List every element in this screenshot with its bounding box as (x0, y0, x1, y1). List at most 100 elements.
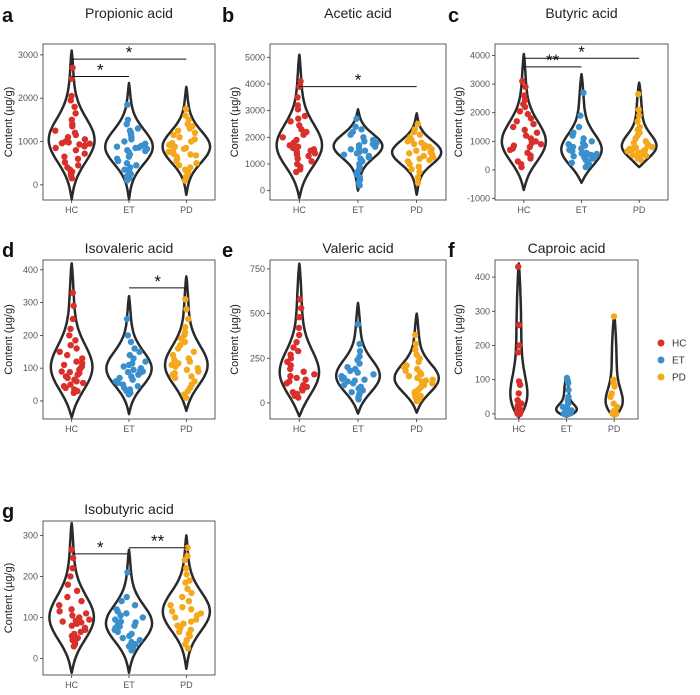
panel-title-b: Acetic acid (324, 5, 392, 21)
data-point-ET (133, 162, 140, 169)
data-point-ET (372, 143, 379, 150)
data-point-ET (575, 123, 583, 131)
data-point-ET (577, 112, 584, 119)
data-point-PD (181, 556, 188, 564)
data-point-HC (64, 374, 71, 382)
y-tick-label: 300 (23, 298, 38, 308)
data-point-ET (142, 147, 149, 155)
significance-label: * (154, 272, 161, 291)
data-point-HC (295, 394, 302, 401)
x-tick-label: PD (633, 205, 646, 215)
violin-HC (47, 49, 96, 201)
data-point-HC (279, 134, 286, 141)
data-point-HC (58, 368, 65, 375)
data-point-PD (412, 340, 419, 348)
data-point-HC (59, 618, 66, 625)
violin-ET (334, 301, 382, 415)
data-point-HC (522, 83, 529, 91)
data-point-HC (297, 78, 304, 85)
data-point-HC (516, 381, 524, 388)
x-tick-label: ET (352, 205, 364, 215)
y-axis-label-g: Content (µg/g) (3, 563, 15, 634)
significance-label: * (355, 71, 362, 90)
data-point-PD (416, 155, 423, 162)
data-point-ET (124, 332, 132, 339)
data-point-ET (365, 154, 372, 161)
data-point-PD (429, 380, 436, 387)
data-point-HC (296, 314, 303, 321)
data-point-PD (183, 565, 190, 572)
data-point-PD (183, 366, 191, 373)
y-tick-label: 3000 (18, 50, 38, 60)
data-point-ET (131, 345, 138, 352)
data-point-PD (182, 324, 189, 331)
data-point-PD (166, 141, 173, 149)
data-point-HC (293, 168, 300, 176)
violin-HC (500, 52, 548, 192)
data-point-HC (526, 143, 533, 151)
data-point-PD (416, 168, 423, 176)
data-point-PD (183, 571, 190, 578)
data-point-PD (412, 346, 419, 353)
data-point-PD (414, 374, 421, 382)
x-tick-label: HC (65, 205, 78, 215)
data-point-HC (301, 112, 309, 120)
data-point-ET (118, 597, 125, 605)
data-point-HC (69, 554, 77, 562)
data-point-HC (86, 140, 94, 147)
data-point-HC (61, 159, 69, 166)
data-point-HC (298, 126, 305, 133)
data-point-HC (69, 289, 77, 296)
data-point-PD (191, 129, 199, 136)
significance-label: * (126, 43, 133, 62)
data-point-ET (563, 410, 570, 418)
data-point-HC (52, 144, 59, 152)
data-point-HC (86, 616, 93, 623)
data-point-PD (406, 150, 413, 157)
data-point-ET (134, 125, 142, 132)
data-point-HC (294, 143, 302, 150)
violin-PD (620, 81, 658, 169)
data-point-ET (113, 143, 121, 150)
data-point-HC (515, 410, 522, 418)
data-point-HC (82, 610, 90, 617)
data-point-PD (190, 348, 197, 355)
data-point-HC (294, 155, 301, 162)
data-point-HC (295, 347, 302, 355)
data-point-HC (283, 380, 290, 387)
data-point-PD (195, 368, 202, 375)
data-point-HC (300, 131, 307, 138)
data-point-HC (513, 118, 520, 125)
panel-title-c: Butyric acid (545, 5, 617, 21)
y-axis-label-c: Content (µg/g) (453, 87, 465, 158)
data-point-HC (74, 155, 82, 162)
data-point-PD (169, 608, 176, 615)
violin-group-PD (163, 275, 209, 413)
data-point-ET (124, 569, 131, 576)
data-point-HC (299, 387, 306, 394)
data-point-ET (347, 146, 355, 153)
violin-ET (103, 81, 155, 201)
data-point-HC (72, 337, 79, 344)
data-point-ET (120, 363, 127, 370)
y-axis-label-b: Content (µg/g) (229, 87, 241, 158)
y-tick-label: 5000 (245, 52, 265, 62)
violin-group-ET (334, 301, 382, 415)
y-tick-label: 500 (250, 309, 265, 319)
data-point-ET (121, 138, 128, 145)
data-point-ET (125, 391, 132, 398)
data-point-HC (72, 147, 80, 154)
data-point-PD (610, 313, 618, 320)
y-tick-label: 0 (260, 398, 265, 408)
data-point-HC (64, 581, 72, 588)
y-tick-label: 2000 (470, 108, 490, 118)
y-tick-label: 1000 (245, 159, 265, 169)
data-point-HC (67, 342, 74, 349)
data-point-HC (56, 608, 63, 615)
violin-ET (560, 72, 603, 185)
data-point-HC (67, 573, 74, 580)
data-point-ET (565, 379, 572, 387)
x-tick-label: ET (561, 424, 573, 434)
data-point-ET (356, 340, 363, 348)
data-point-PD (410, 140, 418, 148)
